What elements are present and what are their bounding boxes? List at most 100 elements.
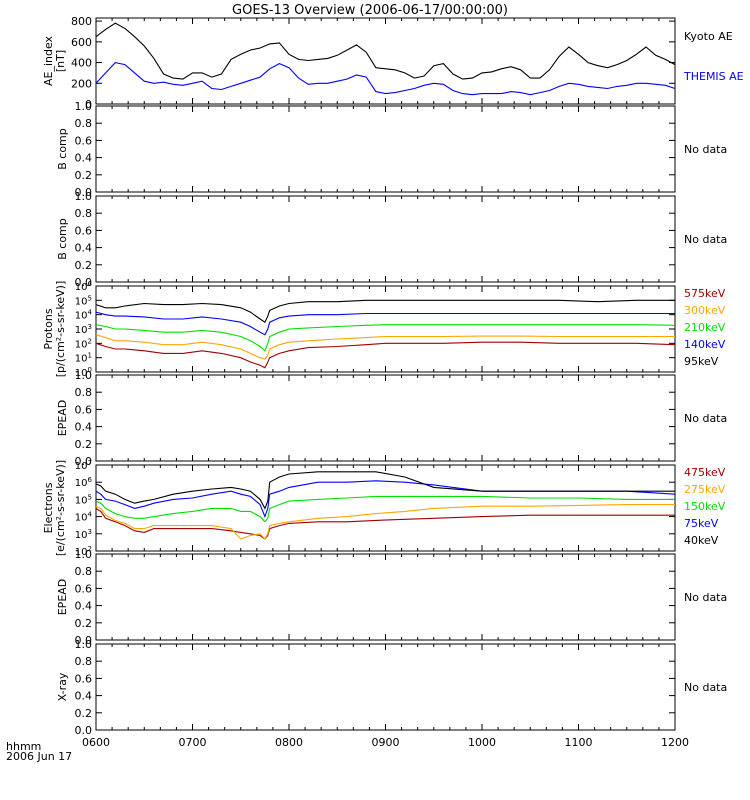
- series-kyoto-ae: [95, 22, 676, 80]
- no-data-label: No data: [684, 591, 727, 604]
- no-data-label: No data: [684, 143, 727, 156]
- series-95kev: [95, 299, 675, 324]
- series-300kev: [95, 334, 675, 360]
- y-tick-label: 0.8: [75, 117, 93, 130]
- y-tick-label: 102: [75, 545, 92, 558]
- y-tick-label: 101: [75, 352, 92, 365]
- y-tick-label: 102: [75, 337, 92, 350]
- y-tick-label: 1.0: [75, 548, 93, 561]
- y-tick-label: 100: [75, 366, 92, 379]
- y-tick-label: 105: [75, 493, 92, 506]
- y-tick-label: 0: [85, 98, 92, 111]
- y-tick-label: 0.8: [75, 386, 93, 399]
- series-150kev: [95, 495, 675, 523]
- figure-title: GOES-13 Overview (2006-06-17/00:00:00): [232, 3, 508, 18]
- series-475kev: [95, 507, 675, 540]
- y-tick-label: 0.8: [75, 207, 93, 220]
- x-tick-label: 0700: [179, 736, 207, 749]
- y-tick-label: 0.0: [75, 455, 93, 468]
- y-tick-label: 104: [75, 511, 93, 524]
- y-tick-label: 400: [71, 57, 92, 70]
- y-tick-label: 0.6: [75, 582, 93, 595]
- x-tick-label: 1000: [468, 736, 496, 749]
- legend-475kev: 475keV: [684, 466, 726, 479]
- panel-ae: 0 200 400 600 800 AE_index [nT] Kyoto AE THEMIS …: [42, 15, 744, 111]
- y-tick-label: 107: [75, 459, 92, 472]
- no-data-label: No data: [684, 233, 727, 246]
- y-axis-title: B comp: [56, 128, 69, 170]
- y-tick-label: 1.0: [75, 190, 93, 203]
- y-tick-label: 600: [71, 36, 92, 49]
- panel-frame: [95, 105, 676, 193]
- panel-frame: [95, 195, 676, 283]
- y-tick-label: 0.2: [75, 617, 93, 630]
- y-tick-label: 0.0: [75, 276, 93, 289]
- panel-frame: [95, 464, 676, 552]
- panels: 0 200 400 600 800 AE_index [nT] Kyoto AE THEMIS …: [42, 15, 744, 737]
- panel-frame: [95, 17, 676, 105]
- y-axis-title: B comp: [56, 218, 69, 260]
- series-40kev: [95, 471, 675, 510]
- y-tick-label: 0.8: [75, 565, 93, 578]
- y-tick-label: 104: [75, 309, 93, 322]
- y-tick-label: 1.0: [75, 369, 93, 382]
- x-tick-label: 0800: [275, 736, 303, 749]
- y-tick-label: 0.0: [75, 186, 93, 199]
- x-tick-label: 1100: [565, 736, 593, 749]
- y-axis-title: EPEAD: [56, 400, 69, 437]
- y-tick-label: 103: [75, 323, 92, 336]
- y-tick-label: 106: [75, 280, 93, 293]
- y-tick-label: 0.4: [75, 242, 93, 255]
- legend-themis-ae: THEMIS AE: [683, 70, 744, 83]
- series-140kev: [95, 311, 675, 336]
- footer-date: 2006 Jun 17: [6, 750, 72, 763]
- x-tick-label: 0600: [82, 736, 110, 749]
- panel-frame: [95, 643, 676, 731]
- x-tick-label: 0900: [372, 736, 400, 749]
- y-axis-units: [nT]: [54, 50, 67, 72]
- y-tick-label: 200: [71, 77, 92, 90]
- legend-300kev: 300keV: [684, 304, 726, 317]
- y-tick-label: 0.2: [75, 707, 93, 720]
- y-tick-label: 0.2: [75, 438, 93, 451]
- panel-epead2: 0.0 0.2 0.4 0.6 0.8 1.0 EPEAD No data: [56, 548, 727, 647]
- panel-frame: [95, 553, 676, 641]
- y-tick-label: 0.8: [75, 655, 93, 668]
- series-575kev: [95, 341, 676, 369]
- y-tick-label: 105: [75, 294, 92, 307]
- y-tick-label: 0.4: [75, 600, 93, 613]
- y-tick-label: 0.2: [75, 259, 93, 272]
- panel-bcomp1: 0.0 0.2 0.4 0.6 0.8 1.0 B comp No data: [56, 100, 727, 199]
- legend-575kev: 575keV: [684, 287, 726, 300]
- y-tick-label: 1.0: [75, 638, 93, 651]
- y-axis-title: AE_index: [42, 35, 55, 86]
- y-tick-label: 0.4: [75, 690, 93, 703]
- legend-40kev: 40keV: [684, 534, 719, 547]
- series-275kev: [95, 504, 675, 540]
- y-axis-title: Protons: [42, 308, 55, 349]
- no-data-label: No data: [684, 412, 727, 425]
- y-axis-title: Electrons: [42, 482, 55, 533]
- series-75kev: [95, 480, 676, 519]
- y-tick-label: 1.0: [75, 100, 93, 113]
- y-tick-label: 0.6: [75, 224, 93, 237]
- legend-275kev: 275keV: [684, 483, 726, 496]
- y-axis-units: [p/(cm²-s-sr-keV)]: [54, 281, 67, 378]
- legend-210kev: 210keV: [684, 321, 726, 334]
- y-tick-label: 0.6: [75, 672, 93, 685]
- y-tick-label: 0.2: [75, 169, 93, 182]
- x-tick-label: 1200: [661, 736, 689, 749]
- no-data-label: No data: [684, 681, 727, 694]
- panel-frame: [95, 374, 676, 462]
- y-axis-title: X-ray: [56, 672, 69, 701]
- panel-xray: 0.0 0.2 0.4 0.6 0.8 1.0 X-ray No data: [56, 638, 727, 737]
- legend-75kev: 75keV: [684, 517, 719, 530]
- y-axis-title: EPEAD: [56, 579, 69, 616]
- y-tick-label: 0.0: [75, 724, 93, 737]
- panel-epead1: 0.0 0.2 0.4 0.6 0.8 1.0 EPEAD No data: [56, 369, 727, 468]
- series-210kev: [95, 324, 676, 352]
- y-tick-label: 103: [75, 528, 92, 541]
- y-tick-label: 0.6: [75, 403, 93, 416]
